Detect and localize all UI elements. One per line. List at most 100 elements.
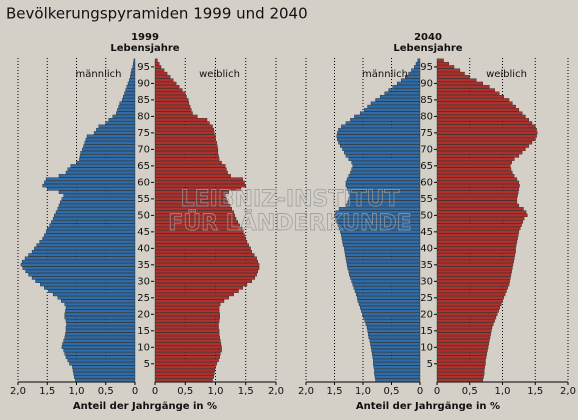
- bar: [348, 269, 421, 274]
- y-tick-label: 10: [420, 342, 433, 353]
- bar: [436, 210, 527, 214]
- bar: [436, 226, 521, 231]
- bar: [49, 223, 136, 227]
- bar: [341, 236, 421, 241]
- bar: [372, 355, 421, 359]
- bar: [154, 137, 216, 142]
- bar: [154, 259, 259, 264]
- bar: [85, 137, 136, 142]
- bar: [154, 309, 220, 313]
- bar: [84, 141, 136, 145]
- bar: [154, 154, 219, 158]
- bar: [72, 365, 136, 369]
- bar: [154, 91, 186, 95]
- bar: [359, 111, 421, 115]
- bar: [154, 243, 249, 247]
- bar: [367, 329, 421, 333]
- bar: [154, 348, 222, 353]
- bar: [436, 58, 444, 62]
- bar: [62, 342, 136, 346]
- bar: [42, 184, 136, 188]
- bar: [47, 187, 136, 191]
- bar: [337, 137, 421, 142]
- bar: [57, 207, 136, 211]
- bar: [154, 283, 248, 287]
- x-tick-label: 0: [434, 386, 440, 397]
- bar: [28, 273, 136, 277]
- bar: [154, 94, 187, 99]
- bar: [436, 365, 485, 369]
- bar: [66, 322, 136, 326]
- bar: [52, 292, 136, 297]
- bar: [436, 88, 495, 92]
- y-tick-label: 10: [137, 342, 150, 353]
- bar: [154, 65, 162, 69]
- bar: [344, 246, 421, 250]
- bar: [31, 250, 136, 254]
- bar: [98, 124, 136, 128]
- bar: [436, 329, 492, 333]
- bar: [436, 315, 497, 320]
- bar: [65, 332, 136, 336]
- bar: [133, 58, 136, 62]
- bar: [436, 164, 511, 168]
- bar: [154, 292, 234, 297]
- bar: [154, 203, 231, 208]
- x-tick-label: 1,0: [69, 386, 85, 397]
- bar: [436, 352, 487, 356]
- bar: [118, 104, 136, 109]
- bar: [414, 65, 421, 69]
- bar: [57, 296, 136, 300]
- bar: [436, 114, 526, 119]
- bar: [436, 375, 484, 379]
- bar: [354, 114, 421, 119]
- bar: [348, 190, 421, 194]
- bar: [436, 335, 491, 340]
- y-tick-label: 70: [137, 144, 150, 155]
- bar: [154, 269, 259, 274]
- bar: [342, 243, 421, 247]
- bar: [154, 345, 222, 349]
- y-tick-label: 80: [137, 111, 150, 122]
- y-tick-label: 55: [420, 194, 433, 205]
- bar: [154, 104, 191, 109]
- bar: [132, 65, 136, 69]
- x-tick-label: 2,0: [298, 386, 314, 397]
- bar: [436, 292, 506, 297]
- bar: [436, 243, 517, 247]
- bar: [436, 220, 523, 224]
- bar: [64, 312, 136, 316]
- bar: [154, 180, 245, 184]
- bar: [108, 118, 136, 122]
- y-tick-label: 60: [137, 177, 150, 188]
- bar: [154, 358, 219, 363]
- bar: [154, 88, 183, 92]
- bar: [436, 355, 487, 359]
- bar: [63, 193, 136, 198]
- bar: [374, 372, 421, 376]
- x-tick-label: 1,0: [208, 386, 224, 397]
- bar: [80, 151, 136, 155]
- bar: [154, 121, 210, 125]
- bar: [436, 167, 512, 171]
- bar: [154, 177, 243, 181]
- bar: [154, 246, 251, 250]
- bar: [65, 170, 136, 175]
- bar: [436, 101, 513, 105]
- bar: [346, 263, 421, 267]
- bar: [436, 217, 525, 221]
- bar: [96, 127, 136, 132]
- y-tick-label: 50: [420, 210, 433, 221]
- bar: [350, 118, 421, 122]
- bar: [338, 141, 421, 145]
- bar: [154, 332, 220, 336]
- bar: [436, 250, 516, 254]
- bar: [154, 273, 257, 277]
- bar: [154, 61, 160, 66]
- bar: [341, 124, 421, 128]
- bar: [76, 160, 136, 165]
- bar: [346, 259, 421, 264]
- bar: [366, 325, 421, 330]
- bar: [40, 283, 136, 287]
